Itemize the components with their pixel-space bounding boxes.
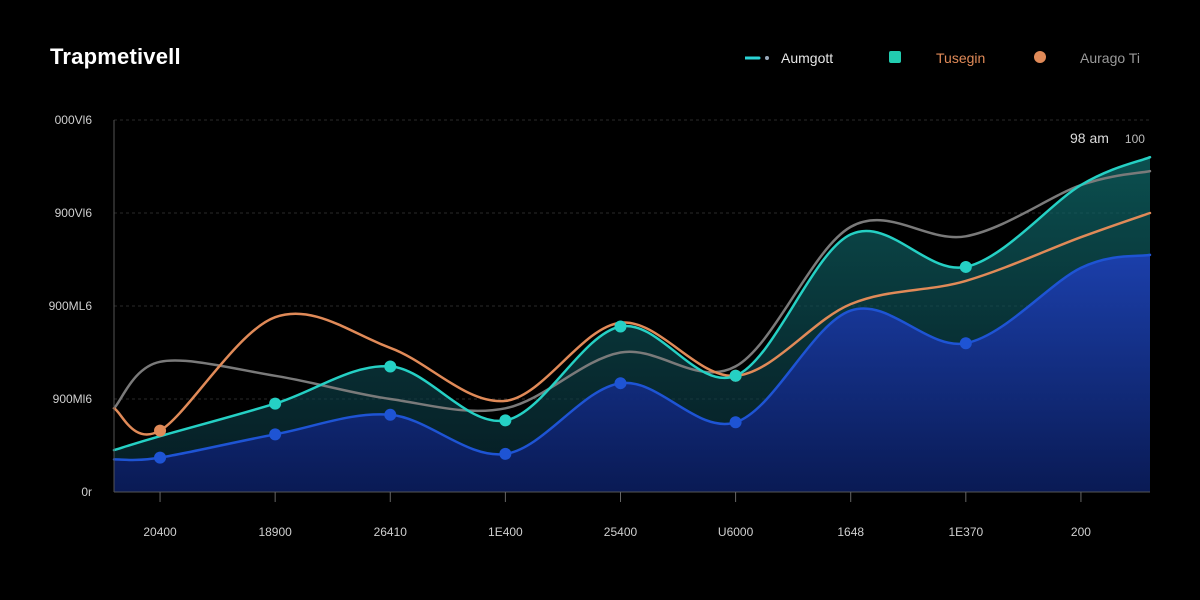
x-tick-label: 25400	[604, 525, 638, 539]
y-tick-label: 900ML6	[49, 299, 93, 313]
y-tick-label: 900Ml6	[53, 392, 93, 406]
data-point-blue	[959, 337, 972, 350]
x-tick-label: 1648	[837, 525, 864, 539]
legend-label: Aumgott	[781, 50, 834, 66]
x-tick-label: 20400	[143, 525, 177, 539]
x-tick-label: 18900	[258, 525, 292, 539]
data-point-blue	[384, 408, 397, 421]
x-tick-label: 1E400	[488, 525, 523, 539]
y-tick-label: 900Vl6	[55, 206, 93, 220]
annotation-secondary: 100	[1124, 132, 1145, 146]
legend: Aumgott Tusegin Aurago Ti	[0, 50, 1200, 70]
legend-label: Aurago Ti	[1080, 50, 1140, 66]
data-point-blue	[269, 428, 282, 441]
data-point-teal	[269, 397, 282, 410]
x-tick-label: 200	[1071, 525, 1091, 539]
legend-line-dot-icon	[745, 56, 769, 60]
x-tick-label: U6000	[718, 525, 754, 539]
data-point-blue	[499, 447, 512, 460]
legend-square-icon	[889, 51, 901, 63]
y-tick-label: 000Vl6	[55, 113, 93, 127]
data-point-teal	[959, 260, 972, 273]
legend-item-square[interactable]	[888, 50, 902, 64]
area-blue	[114, 254, 1150, 492]
legend-circle-icon	[1034, 51, 1046, 63]
legend-item-aumgott[interactable]: Aumgott	[745, 50, 833, 66]
annotation-text: 98 am	[1070, 130, 1109, 146]
chart-title: Trapmetivell	[50, 44, 181, 69]
data-point-blue	[154, 451, 167, 464]
data-point-teal	[384, 360, 397, 373]
annotation: 98 am 100	[1070, 130, 1145, 146]
data-point-blue	[729, 416, 742, 429]
legend-item-tusegin[interactable]: Tusegin	[936, 50, 985, 66]
data-point-teal	[499, 414, 512, 427]
data-point-teal	[729, 369, 742, 382]
x-tick-label: 26410	[374, 525, 408, 539]
legend-item-circle[interactable]	[1033, 50, 1047, 64]
legend-label: Tusegin	[936, 50, 986, 66]
data-point-teal	[614, 320, 627, 333]
y-tick-label: 0r	[81, 485, 92, 499]
data-point-orange	[154, 424, 167, 437]
legend-item-aurago[interactable]: Aurago Ti	[1080, 50, 1140, 66]
line-gray	[112, 169, 1152, 413]
data-point-blue	[614, 377, 627, 390]
x-tick-label: 1E370	[948, 525, 983, 539]
